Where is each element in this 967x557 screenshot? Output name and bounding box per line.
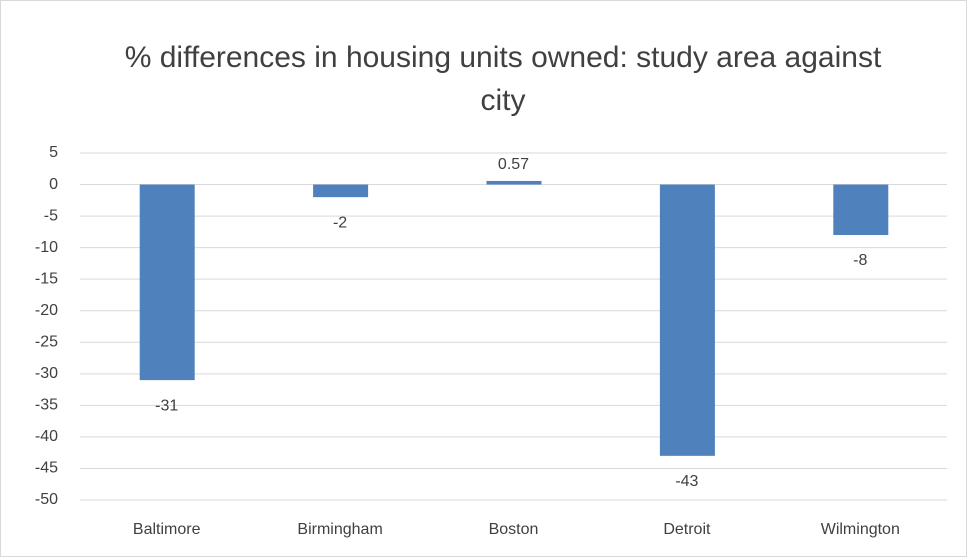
y-tick-label: -35 bbox=[35, 397, 58, 414]
bar bbox=[659, 184, 715, 456]
y-tick-label: -40 bbox=[35, 428, 58, 445]
y-tick-label: -50 bbox=[35, 491, 58, 508]
y-tick-label: -15 bbox=[35, 270, 58, 287]
x-tick-label: Detroit bbox=[663, 521, 711, 538]
bar bbox=[486, 180, 542, 185]
y-tick-label: 0 bbox=[49, 176, 58, 193]
data-label: -8 bbox=[853, 252, 867, 269]
x-tick-label: Wilmington bbox=[821, 521, 900, 538]
x-tick-label: Baltimore bbox=[133, 521, 201, 538]
y-tick-label: -45 bbox=[35, 460, 58, 477]
y-tick-label: -30 bbox=[35, 365, 58, 382]
bar bbox=[313, 184, 369, 198]
y-tick-label: -10 bbox=[35, 239, 58, 256]
data-label: 0.57 bbox=[498, 156, 529, 173]
y-tick-label: -25 bbox=[35, 333, 58, 350]
data-label: -31 bbox=[155, 397, 178, 414]
x-tick-label: Birmingham bbox=[297, 521, 382, 538]
y-tick-label: -20 bbox=[35, 302, 58, 319]
data-label: -2 bbox=[333, 214, 347, 231]
chart-title: % differences in housing units owned: st… bbox=[124, 41, 882, 117]
data-label: -43 bbox=[675, 473, 698, 490]
y-tick-label: 5 bbox=[49, 144, 58, 161]
x-tick-label: Boston bbox=[489, 521, 539, 538]
bar bbox=[833, 184, 889, 236]
y-tick-label: -5 bbox=[44, 207, 58, 224]
bar bbox=[139, 184, 195, 381]
